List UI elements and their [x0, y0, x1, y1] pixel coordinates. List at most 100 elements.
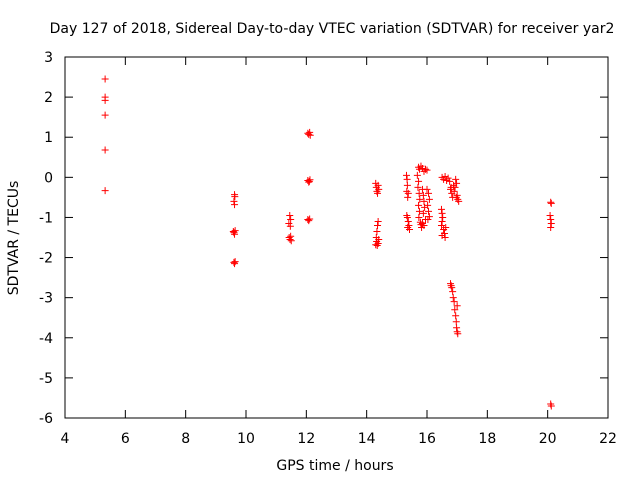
data-point — [415, 189, 423, 197]
data-point — [424, 201, 432, 209]
plot-frame — [64, 56, 609, 419]
data-point — [231, 193, 239, 201]
data-point — [372, 241, 380, 249]
x-tick-label: 10 — [237, 431, 255, 447]
data-point — [415, 213, 423, 221]
x-tick-label: 22 — [599, 431, 617, 447]
data-point — [374, 217, 382, 225]
data-point — [374, 181, 382, 189]
y-tick-label: -3 — [39, 291, 53, 307]
x-tick-label: 12 — [297, 431, 315, 447]
data-point — [441, 234, 449, 241]
data-point — [547, 402, 555, 410]
data-point — [452, 175, 460, 183]
data-point — [419, 209, 427, 217]
data-point — [423, 185, 431, 193]
chart-title: Day 127 of 2018, Sidereal Day-to-day VTE… — [50, 21, 615, 37]
data-point — [421, 165, 429, 173]
data-point — [286, 222, 294, 230]
plot-border — [64, 56, 609, 419]
data-point — [286, 211, 294, 219]
x-tick-label: 8 — [181, 431, 190, 447]
data-point — [439, 213, 447, 221]
data-point — [420, 197, 428, 205]
data-point — [424, 215, 432, 223]
data-point — [451, 183, 459, 191]
x-tick-label: 6 — [121, 431, 130, 447]
x-tick-label: 4 — [61, 431, 70, 447]
data-point — [425, 189, 433, 197]
data-point — [374, 221, 382, 229]
data-point — [101, 146, 109, 154]
data-point — [413, 171, 421, 179]
data-point — [547, 215, 555, 223]
y-tick-label: -1 — [39, 210, 53, 226]
x-axis-label: GPS time / hours — [276, 458, 393, 474]
y-tick-label: -2 — [39, 251, 53, 267]
data-point — [453, 179, 461, 187]
data-point — [305, 217, 313, 225]
data-point — [452, 193, 460, 201]
data-point — [414, 183, 422, 191]
data-point — [403, 181, 411, 189]
data-point — [416, 195, 424, 203]
data-point — [425, 207, 433, 215]
data-point — [444, 174, 452, 182]
data-point — [231, 227, 239, 235]
x-tick-label: 18 — [478, 431, 496, 447]
data-point — [374, 189, 382, 197]
data-point — [438, 209, 446, 217]
data-point — [404, 193, 412, 201]
data-point — [450, 298, 458, 306]
data-point — [101, 111, 109, 119]
data-point — [448, 284, 456, 292]
data-point — [230, 258, 238, 266]
data-point — [230, 197, 238, 205]
data-point — [286, 236, 294, 244]
y-axis-label: SDTVAR / TECUs — [6, 181, 22, 296]
y-tick-label: 1 — [44, 130, 53, 146]
y-tick-label: -4 — [39, 331, 53, 347]
data-point — [231, 201, 239, 209]
data-point — [546, 211, 554, 219]
y-tick-label: 3 — [44, 50, 53, 66]
data-point — [306, 215, 314, 223]
data-point — [404, 189, 412, 197]
data-point — [442, 223, 450, 231]
data-point — [450, 187, 458, 195]
data-point — [101, 96, 109, 104]
data-point — [452, 318, 460, 326]
data-point — [403, 211, 411, 219]
data-point — [305, 177, 313, 185]
data-point — [287, 215, 295, 223]
data-point — [231, 258, 239, 266]
data-point — [451, 306, 459, 314]
data-point — [403, 175, 411, 183]
data-point — [287, 232, 295, 240]
data-point — [101, 75, 109, 83]
data-point — [453, 302, 461, 310]
data-point — [231, 230, 239, 238]
y-axis-ticks: 3 2 1 0 -1 -2 -3 -4 -5 -6 — [39, 50, 608, 427]
data-point — [101, 187, 109, 195]
x-tick-label: 16 — [418, 431, 436, 447]
data-point — [446, 177, 454, 185]
data-point — [547, 198, 555, 206]
data-point — [447, 185, 455, 193]
data-point — [402, 171, 410, 179]
y-tick-label: -5 — [39, 371, 53, 387]
data-point — [437, 205, 445, 213]
data-point — [449, 288, 457, 296]
data-point — [404, 217, 412, 225]
data-point — [287, 237, 295, 245]
data-point — [418, 223, 426, 231]
data-point — [375, 185, 383, 193]
y-tick-label: 2 — [44, 90, 53, 106]
x-tick-label: 14 — [358, 431, 376, 447]
data-point — [455, 197, 463, 205]
data-point — [415, 177, 423, 185]
data-point — [547, 199, 555, 207]
data-point — [306, 176, 314, 184]
data-point — [437, 221, 445, 229]
